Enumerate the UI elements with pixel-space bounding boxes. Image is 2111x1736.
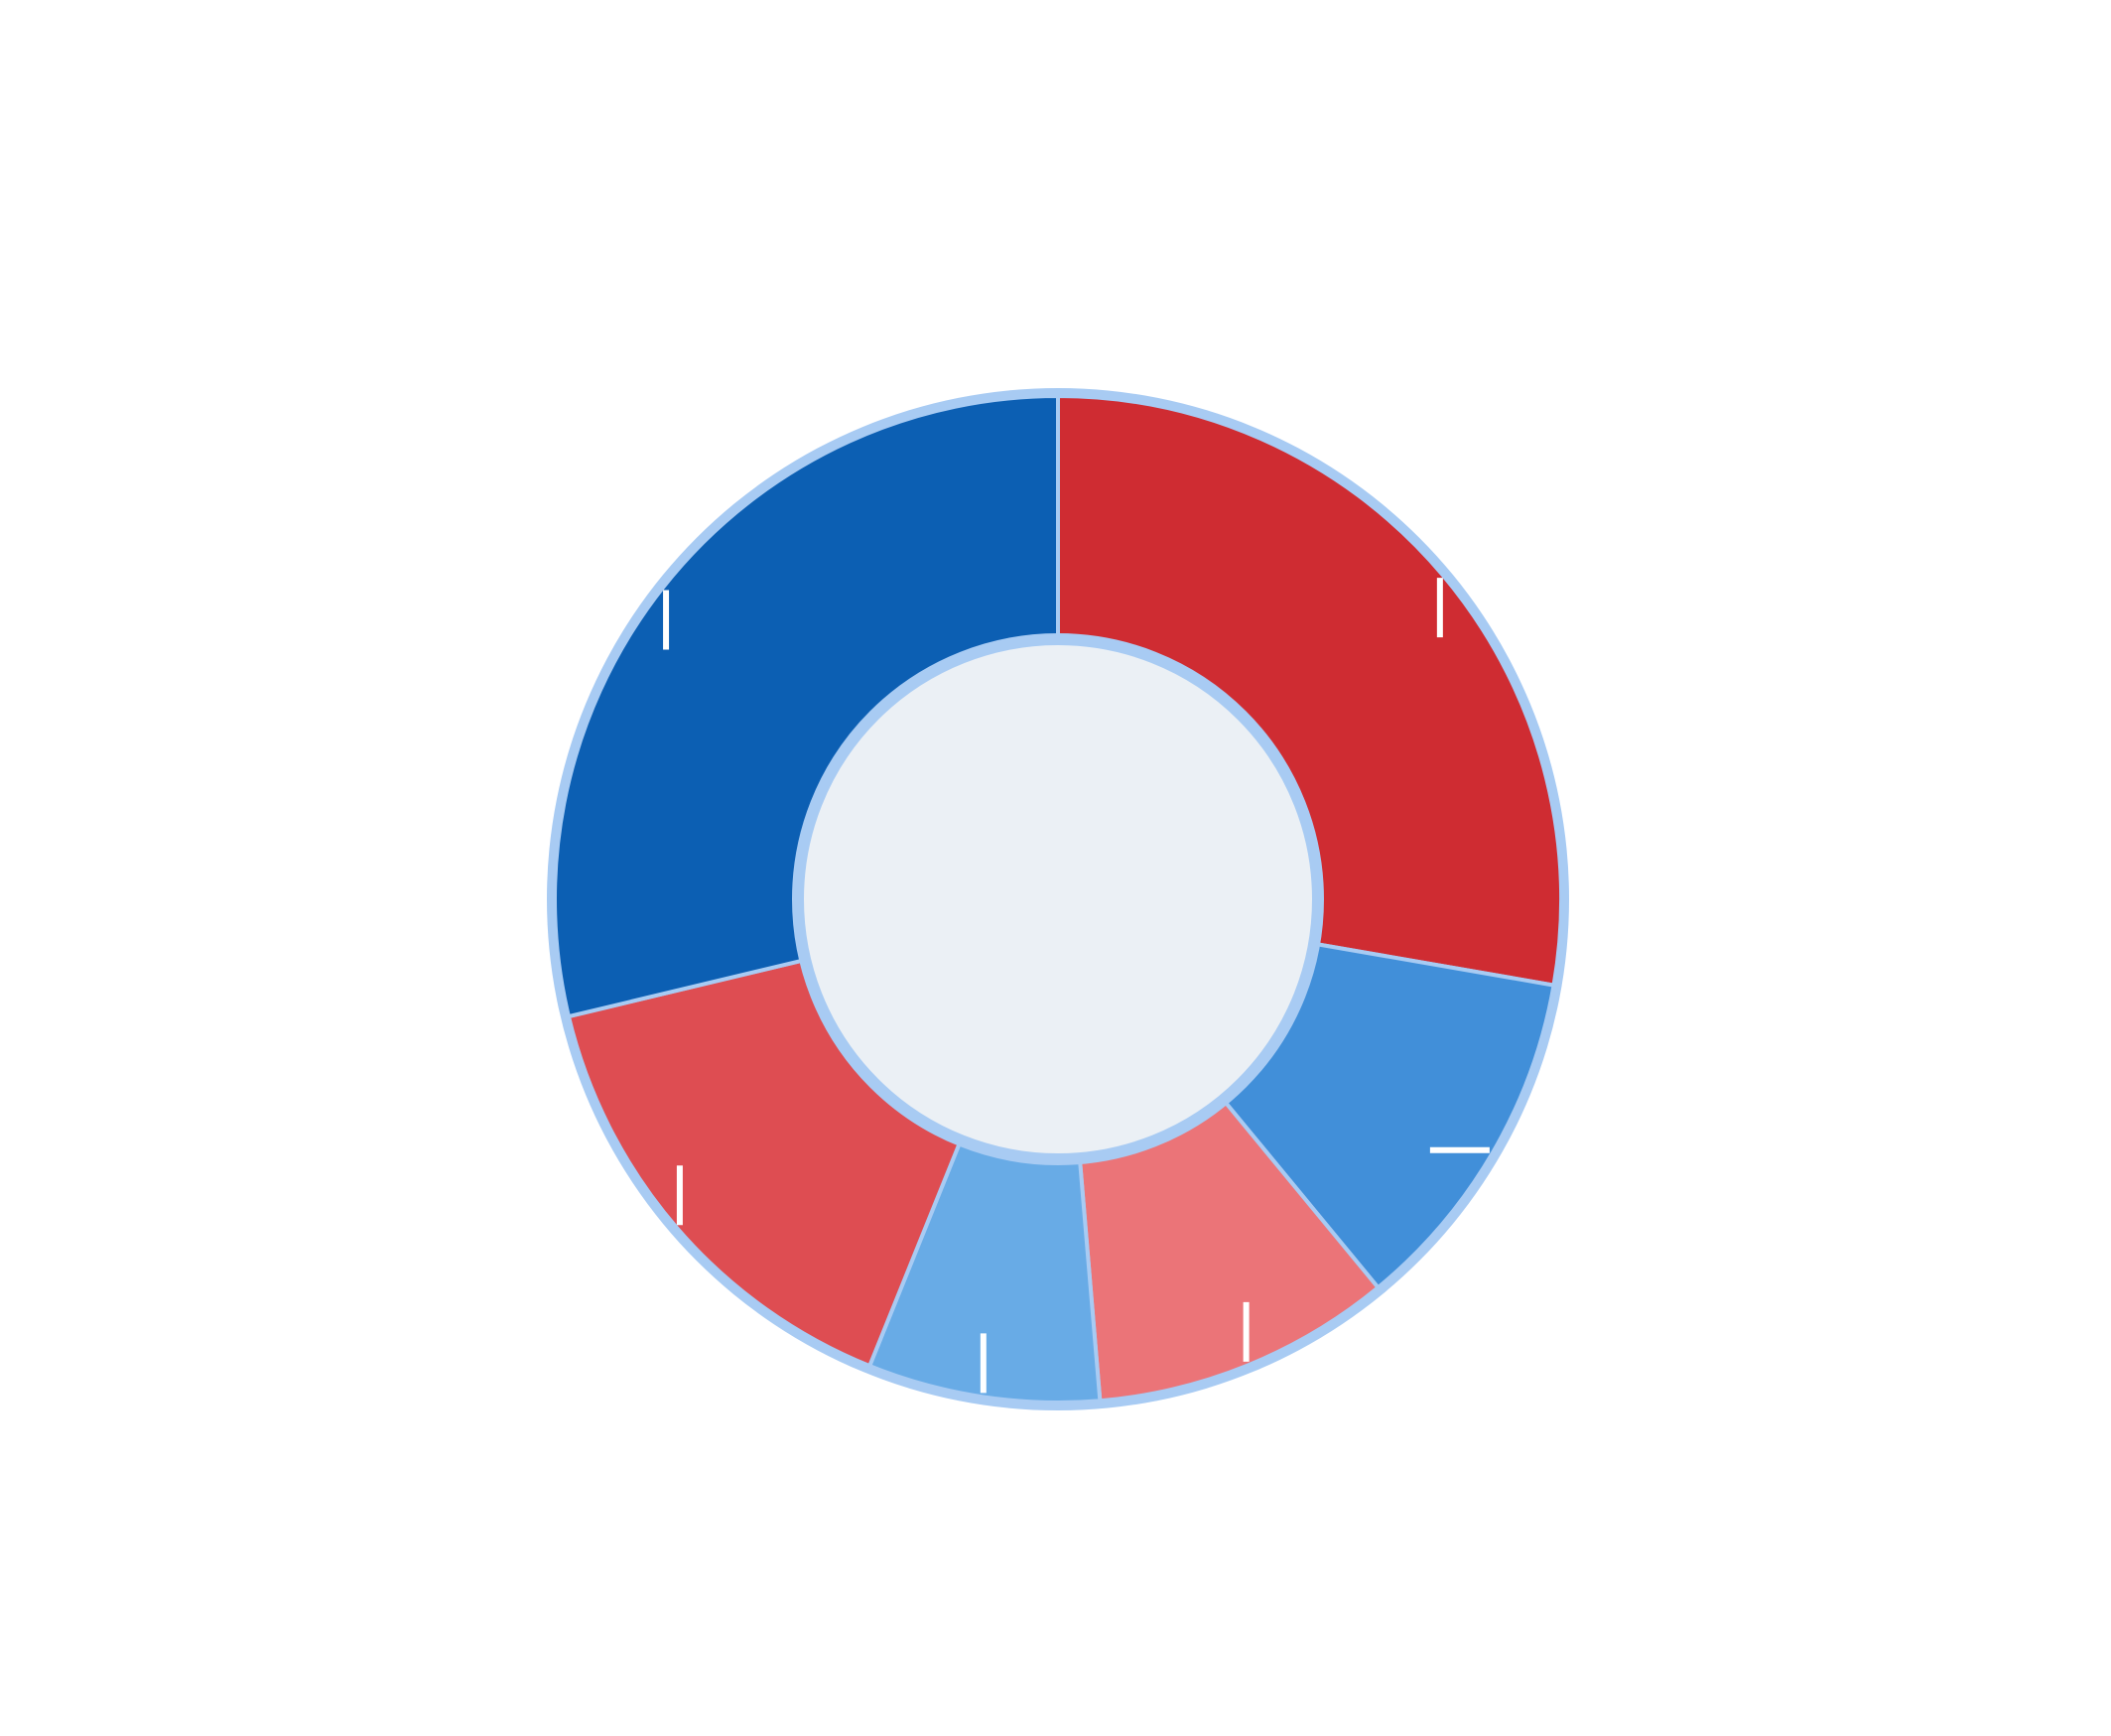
- donut-center: [792, 633, 1324, 1165]
